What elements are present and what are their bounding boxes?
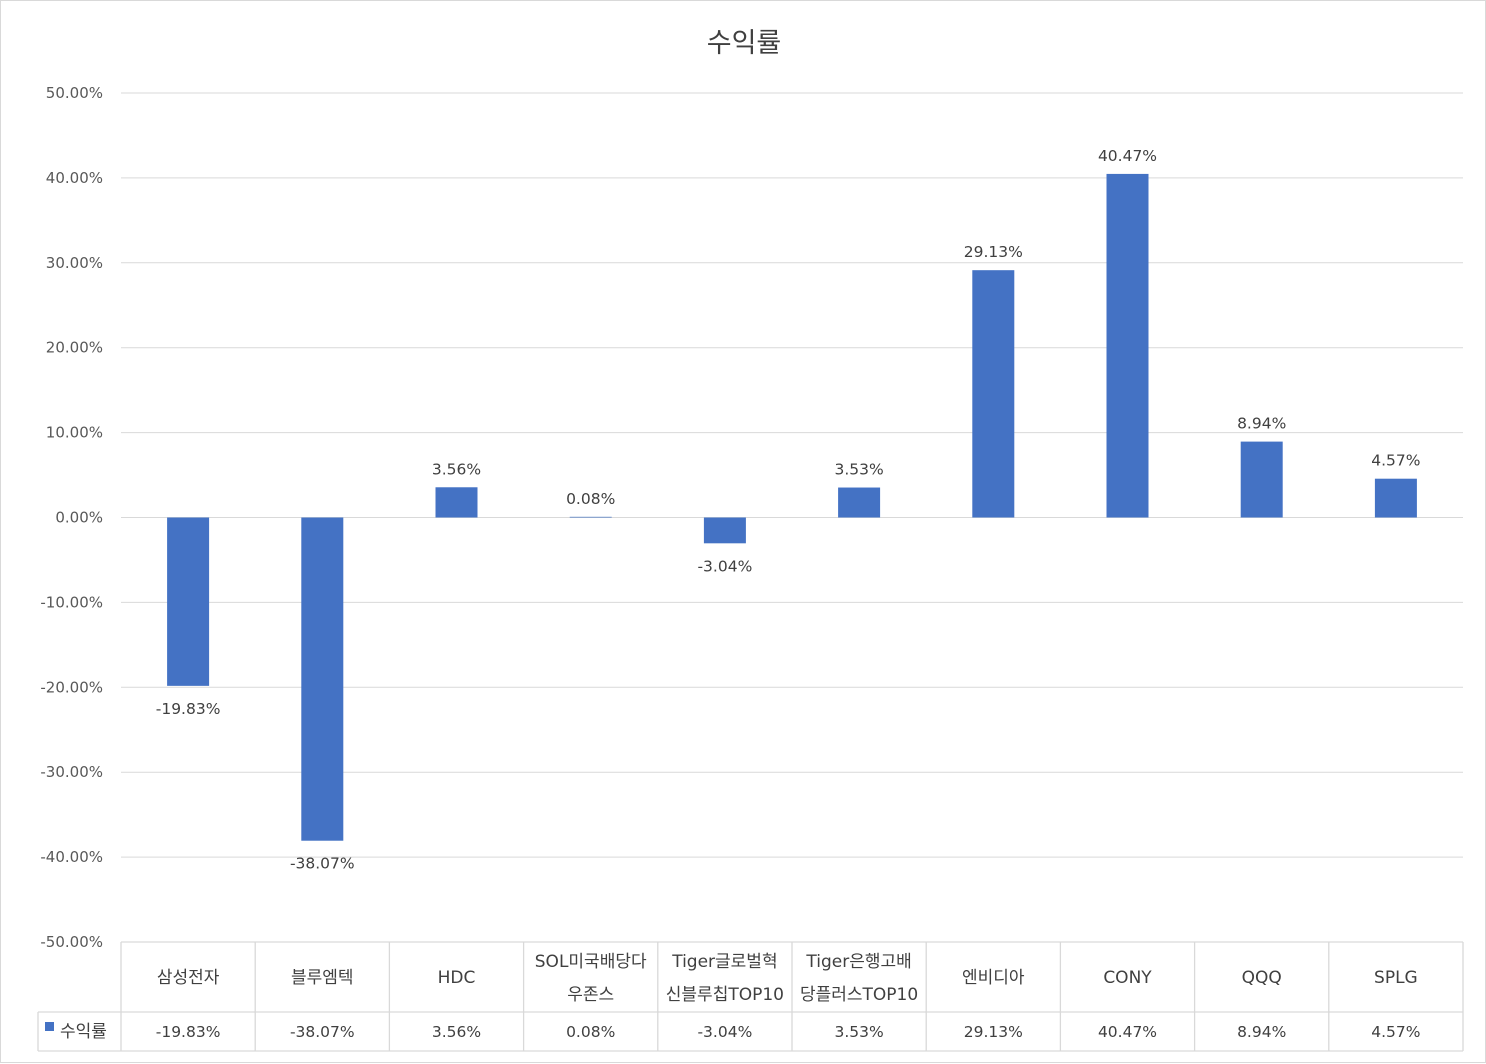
data-label: -19.83% <box>156 700 221 718</box>
y-tick-label: 20.00% <box>46 339 103 357</box>
category-label: CONY <box>1103 968 1152 988</box>
category-label: SOL미국배당다 <box>535 952 647 972</box>
table-value: -38.07% <box>290 1023 355 1041</box>
category-label: QQQ <box>1242 968 1282 988</box>
category-label: 삼성전자 <box>157 968 220 988</box>
y-tick-label: 0.00% <box>55 509 103 527</box>
data-label: 8.94% <box>1237 415 1286 433</box>
data-labels: -19.83% -38.07% 3.56% 0.08% -3.04% 3.53% 29.13… <box>156 147 1421 873</box>
bar <box>703 517 746 544</box>
table-value: 4.57% <box>1371 1023 1420 1041</box>
table-value: 29.13% <box>964 1023 1023 1041</box>
legend-swatch <box>45 1022 54 1031</box>
data-table: 삼성전자 -19.83% 블루엠텍 -38.07% HDC 3.56% SOL미국배당다우존… <box>37 941 1464 1052</box>
table-value: 3.53% <box>834 1023 883 1041</box>
data-label: 40.47% <box>1098 147 1157 165</box>
category-label: HDC <box>438 968 476 988</box>
bar <box>1106 173 1149 518</box>
table-value: 40.47% <box>1098 1023 1157 1041</box>
category-label: 당플러스TOP10 <box>800 985 918 1005</box>
table-value: -19.83% <box>156 1023 221 1041</box>
data-label: 4.57% <box>1371 452 1420 470</box>
bar <box>838 487 881 518</box>
y-tick-label: -50.00% <box>40 933 103 951</box>
table-value: -3.04% <box>697 1023 752 1041</box>
y-tick-label: 30.00% <box>46 254 103 272</box>
data-label: 0.08% <box>566 490 615 508</box>
bar <box>569 516 612 518</box>
bar <box>972 270 1015 518</box>
chart-title: 수익률 <box>707 28 782 59</box>
y-tick-label: -40.00% <box>40 848 103 866</box>
category-label: 우존스 <box>567 985 614 1005</box>
table-value: 8.94% <box>1237 1023 1286 1041</box>
category-label: Tiger글로벌혁 <box>671 952 777 972</box>
bar <box>1374 478 1417 518</box>
y-tick-label: -20.00% <box>40 678 103 696</box>
y-axis-ticks: 50.00% 40.00% 30.00% 20.00% 10.00% 0.00% -10.0… <box>40 84 103 951</box>
y-tick-label: -30.00% <box>40 763 103 781</box>
category-label: 신블루칩TOP10 <box>666 985 784 1005</box>
y-tick-label: 10.00% <box>46 424 103 442</box>
table-value: 3.56% <box>432 1023 481 1041</box>
bar <box>167 517 210 686</box>
category-label: Tiger은행고배 <box>805 952 911 972</box>
category-label: 블루엠텍 <box>291 968 354 988</box>
table-value: 0.08% <box>566 1023 615 1041</box>
data-label: 3.53% <box>834 461 883 479</box>
bars <box>167 173 1417 841</box>
y-tick-label: -10.00% <box>40 593 103 611</box>
category-label: 엔비디아 <box>962 968 1025 988</box>
y-tick-label: 50.00% <box>46 84 103 102</box>
bar <box>1240 441 1283 518</box>
data-label: 3.56% <box>432 460 481 478</box>
data-label: -3.04% <box>697 557 752 575</box>
data-label: -38.07% <box>290 855 355 873</box>
bar <box>301 517 344 841</box>
y-tick-label: 40.00% <box>46 169 103 187</box>
legend-series-name: 수익률 <box>60 1022 107 1042</box>
bar <box>435 487 478 518</box>
data-label: 29.13% <box>964 243 1023 261</box>
category-label: SPLG <box>1374 968 1418 988</box>
